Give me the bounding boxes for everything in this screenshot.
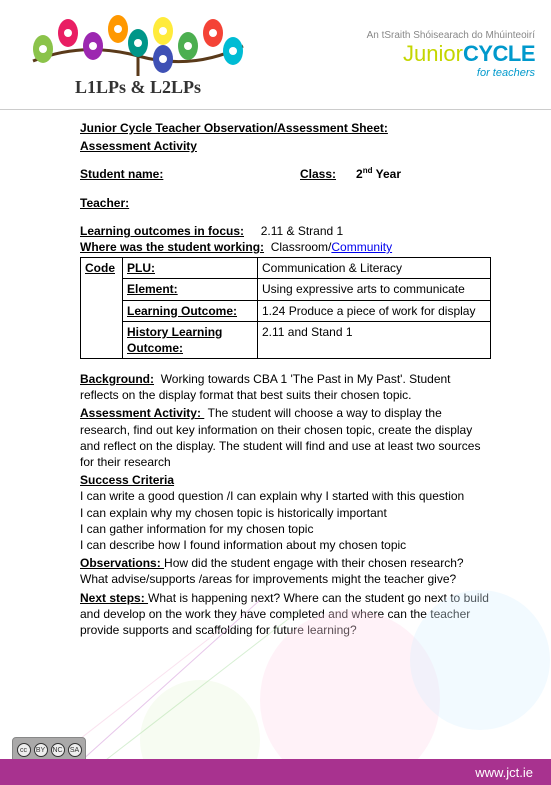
table-row: Element: Using expressive arts to commun…	[81, 279, 491, 300]
table-key: History Learning Outcome:	[123, 321, 258, 358]
class-value-num: 2	[356, 167, 363, 181]
cc-icon: cc	[17, 743, 31, 757]
teacher-label: Teacher:	[80, 196, 129, 210]
background-section: Background: Working towards CBA 1 'The P…	[80, 371, 491, 403]
where-label: Where was the student working:	[80, 240, 264, 254]
success-item: I can gather information for my chosen t…	[80, 521, 491, 537]
brand-sub: for teachers	[367, 67, 535, 79]
brand-line: JuniorCYCLE	[367, 41, 535, 67]
lo-row: Learning outcomes in focus: 2.11 & Stran…	[80, 223, 491, 239]
where-row: Where was the student working: Classroom…	[80, 239, 491, 255]
table-val: Using expressive arts to communicate	[258, 279, 491, 300]
table-key: Learning Outcome:	[123, 300, 258, 321]
table-key: PLU:	[123, 258, 258, 279]
activity-section: Assessment Activity: The student will ch…	[80, 405, 491, 470]
lo-label: Learning outcomes in focus:	[80, 224, 244, 238]
class-label: Class:	[300, 167, 336, 181]
title-line-2: Assessment Activity	[80, 138, 491, 154]
class-value-sup: nd	[363, 166, 373, 175]
obs-text: How did the student engage with their ch…	[164, 556, 464, 570]
where-plain: Classroom/	[271, 240, 332, 254]
table-val: 1.24 Produce a piece of work for display	[258, 300, 491, 321]
obs-text2: What advise/supports /areas for improvem…	[80, 571, 491, 587]
student-class-row: Student name: Class: 2nd Year	[80, 166, 491, 182]
table-val: 2.11 and Stand 1	[258, 321, 491, 358]
activity-label: Assessment Activity:	[80, 406, 204, 420]
tree-icon	[23, 11, 253, 81]
by-icon: BY	[34, 743, 48, 757]
next-steps-section: Next steps: What is happening next? Wher…	[80, 590, 491, 639]
footer-url: www.jct.ie	[475, 765, 533, 780]
table-key: Element:	[123, 279, 258, 300]
header: L1LPs & L2LPs An tSraith Shóisearach do …	[0, 0, 551, 110]
logo-left-text: L1LPs & L2LPs	[75, 77, 201, 98]
success-item: I can write a good question /I can expla…	[80, 488, 491, 504]
table-row: Code PLU: Communication & Literacy	[81, 258, 491, 279]
footer: cc BY NC SA www.jct.ie	[0, 735, 551, 785]
next-label: Next steps:	[80, 591, 148, 605]
nc-icon: NC	[51, 743, 65, 757]
title-line-1: Junior Cycle Teacher Observation/Assessm…	[80, 120, 491, 136]
brand-cycle: CYCLE	[463, 41, 535, 66]
table-val: Communication & Literacy	[258, 258, 491, 279]
brand-junior: Junior	[403, 41, 463, 66]
table-row: History Learning Outcome: 2.11 and Stand…	[81, 321, 491, 358]
observations-section: Observations: How did the student engage…	[80, 555, 491, 571]
tagline: An tSraith Shóisearach do Mhúinteoirí	[367, 30, 535, 41]
sa-icon: SA	[68, 743, 82, 757]
student-label: Student name:	[80, 167, 163, 181]
lo-value: 2.11 & Strand 1	[261, 224, 344, 238]
success-item: I can explain why my chosen topic is his…	[80, 505, 491, 521]
background-label: Background:	[80, 372, 154, 386]
logo-right: An tSraith Shóisearach do Mhúinteoirí Ju…	[367, 30, 543, 79]
info-table: Code PLU: Communication & Literacy Eleme…	[80, 257, 491, 359]
document-body: Junior Cycle Teacher Observation/Assessm…	[0, 110, 551, 638]
success-label: Success Criteria	[80, 473, 174, 487]
code-header: Code	[81, 258, 123, 359]
table-row: Learning Outcome: 1.24 Produce a piece o…	[81, 300, 491, 321]
community-link[interactable]: Community	[331, 240, 392, 254]
logo-left: L1LPs & L2LPs	[8, 5, 268, 105]
success-item: I can describe how I found information a…	[80, 537, 491, 553]
obs-label: Observations:	[80, 556, 164, 570]
footer-bar: www.jct.ie	[0, 759, 551, 785]
class-value-rest: Year	[373, 167, 401, 181]
